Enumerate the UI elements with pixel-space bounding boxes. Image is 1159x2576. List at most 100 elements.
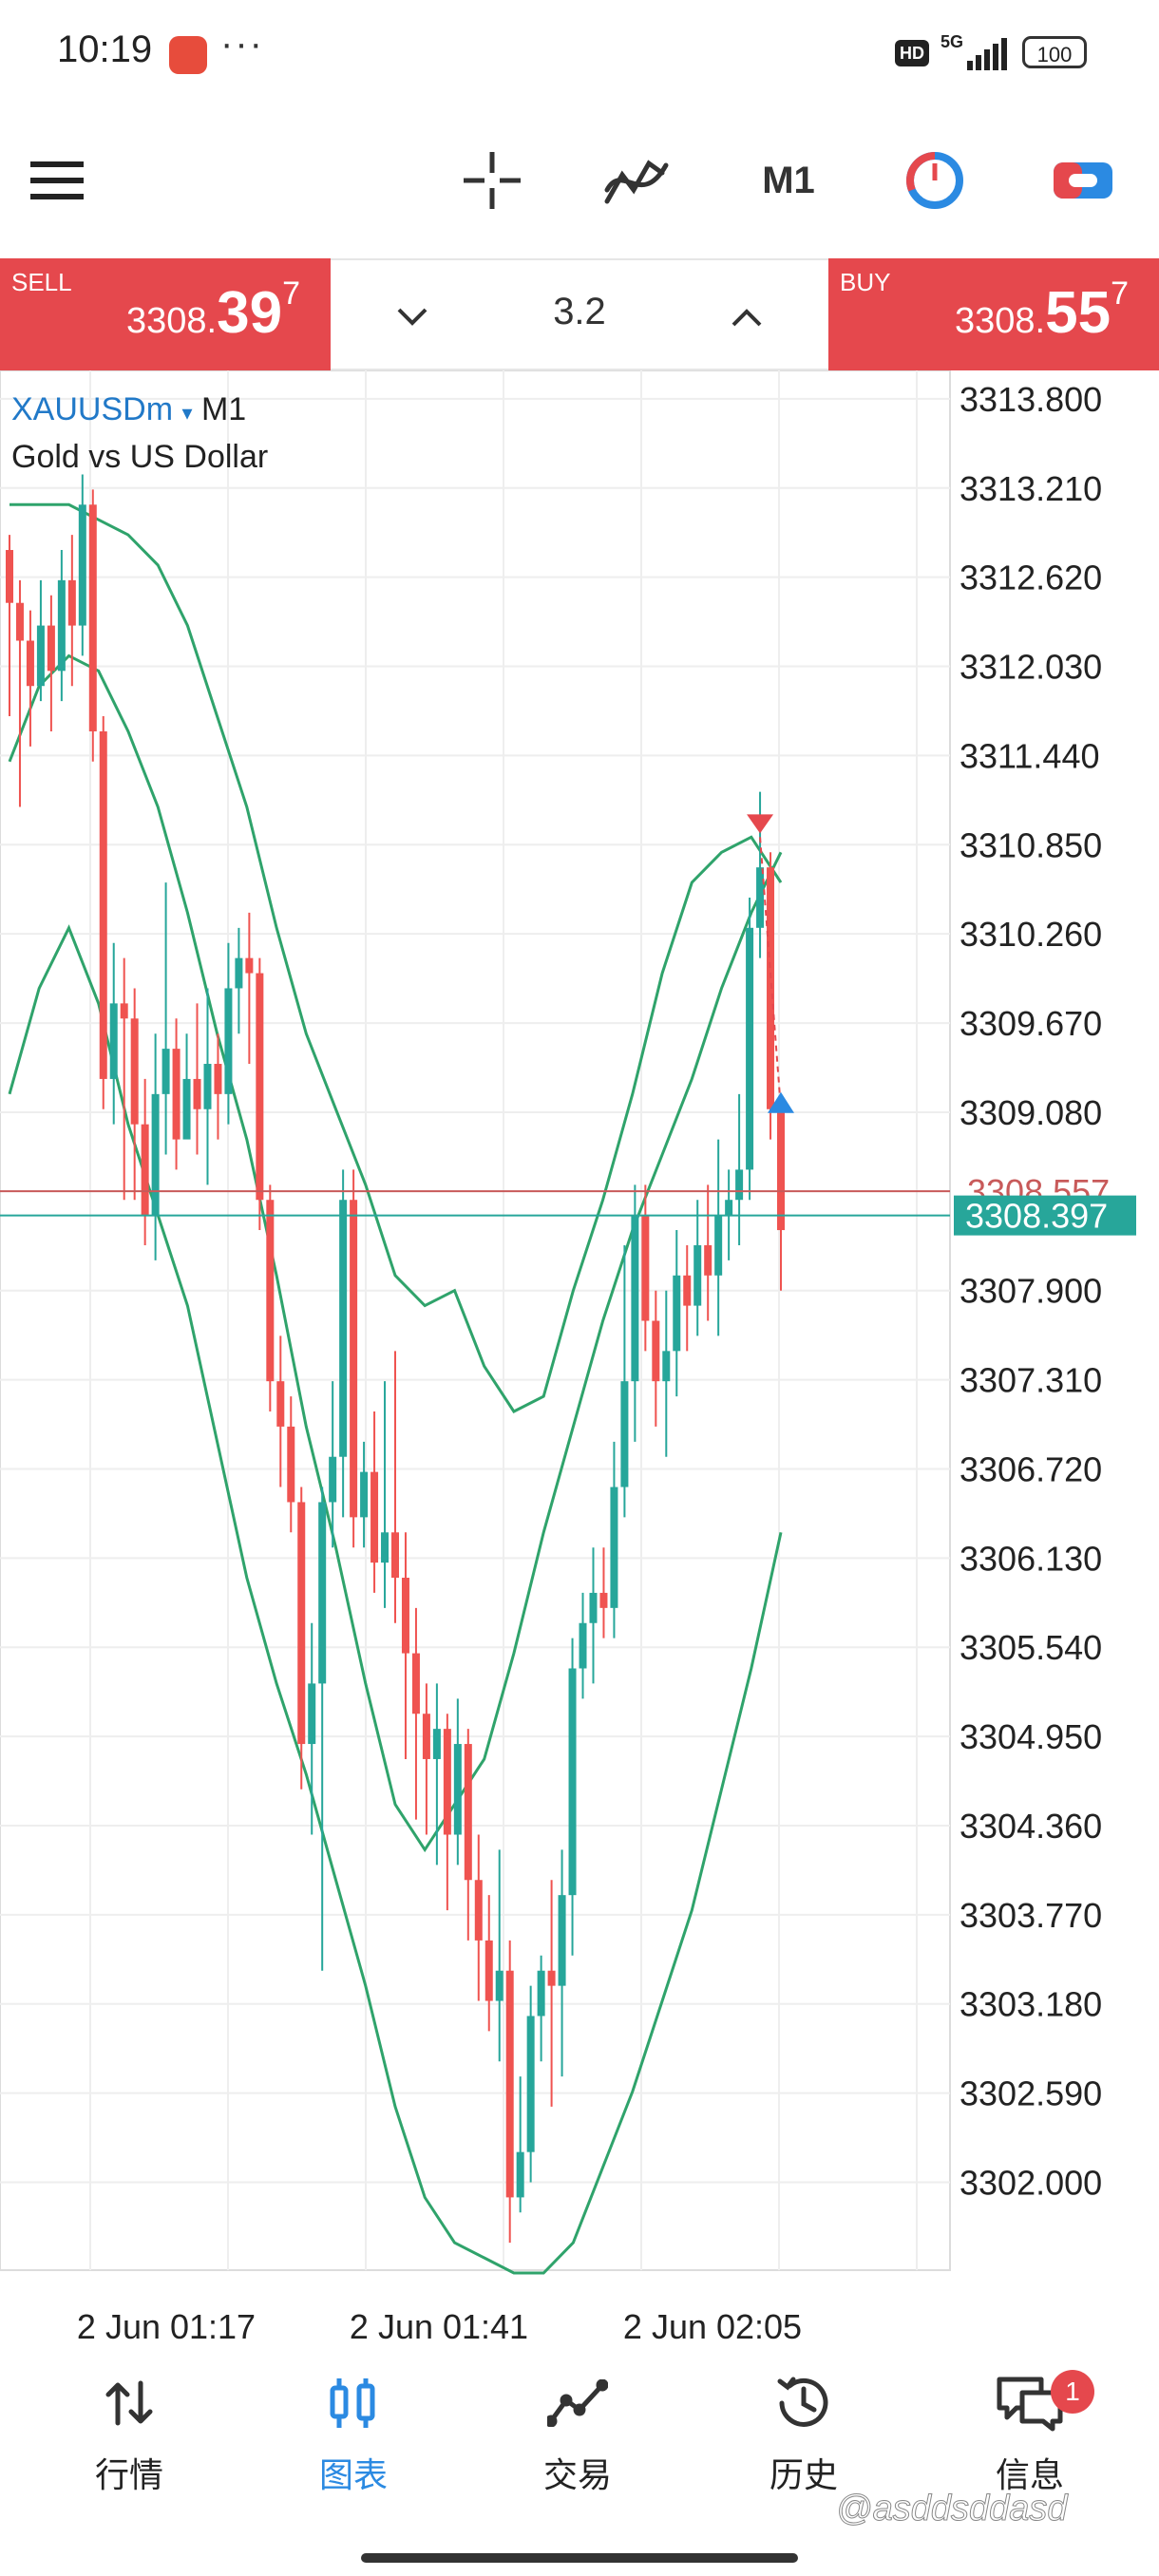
candle-body bbox=[88, 504, 97, 731]
indicators-icon[interactable] bbox=[598, 142, 674, 218]
pie-clock-icon[interactable] bbox=[897, 142, 973, 218]
candle-body bbox=[631, 1215, 639, 1382]
candle-body bbox=[777, 1108, 785, 1231]
candlestick-chart[interactable]: 3313.800 3313.210 3312.620 3312.030 3311.440… bbox=[0, 370, 1159, 2356]
candle-body bbox=[67, 579, 76, 626]
candle-body bbox=[474, 1880, 483, 1941]
candle-body bbox=[767, 867, 775, 1109]
y-axis-label: 3311.440 bbox=[960, 736, 1099, 775]
sell-button[interactable]: SELL 3308.397 bbox=[0, 258, 331, 370]
trade-connection-line bbox=[759, 837, 782, 1109]
candle-body bbox=[673, 1275, 681, 1352]
y-axis-label: 3304.950 bbox=[960, 1717, 1102, 1756]
candle-body bbox=[432, 1729, 441, 1759]
nav-chart[interactable]: 图表 bbox=[258, 2360, 448, 2512]
candle-body bbox=[370, 1471, 379, 1563]
bid-price-tag-label: 3308.397 bbox=[965, 1197, 1108, 1236]
symbol-header[interactable]: XAUUSDm ▾ M1 bbox=[11, 391, 246, 428]
buy-trade-arrow-icon bbox=[768, 1091, 794, 1113]
battery-icon: 100 bbox=[1022, 36, 1087, 68]
timeframe-button[interactable]: M1 bbox=[741, 142, 836, 218]
crosshair-icon[interactable] bbox=[454, 142, 530, 218]
candle-body bbox=[120, 1003, 128, 1019]
y-axis-label: 3304.360 bbox=[960, 1807, 1102, 1846]
candle-body bbox=[172, 1049, 180, 1140]
candle-body bbox=[516, 2151, 524, 2198]
lot-size-value[interactable]: 3.2 bbox=[553, 291, 606, 332]
candle-body bbox=[287, 1426, 295, 1503]
symbol-timeframe: M1 bbox=[200, 391, 247, 427]
nav-quotes-label: 行情 bbox=[94, 2455, 163, 2494]
hd-icon: HD bbox=[895, 40, 929, 66]
bollinger-middle-band bbox=[8, 653, 783, 1853]
quotes-arrows-icon bbox=[105, 2380, 153, 2426]
candle-body bbox=[505, 1970, 514, 2198]
candle-body bbox=[15, 602, 24, 641]
nav-history[interactable]: 历史 bbox=[709, 2360, 899, 2512]
lot-decrease-button[interactable] bbox=[384, 289, 441, 346]
nav-trade-label: 交易 bbox=[542, 2455, 612, 2494]
candle-body bbox=[78, 504, 86, 626]
bid-price-tag bbox=[954, 1195, 1136, 1236]
candle-body bbox=[756, 867, 765, 928]
candle-body bbox=[57, 579, 66, 672]
y-axis-label: 3313.800 bbox=[960, 380, 1102, 419]
candle-body bbox=[266, 1200, 275, 1382]
price-chart[interactable]: 3313.800 3313.210 3312.620 3312.030 3311.440… bbox=[0, 370, 1159, 2346]
history-clock-icon bbox=[777, 2377, 828, 2427]
nav-trade[interactable]: 交易 bbox=[483, 2360, 673, 2512]
nav-messages[interactable]: 信息 bbox=[935, 2360, 1125, 2512]
candle-body bbox=[99, 730, 107, 1079]
hamburger-menu-icon[interactable] bbox=[19, 142, 95, 218]
watermark-text: @asddsddasd bbox=[836, 2489, 1069, 2529]
y-axis-label: 3312.030 bbox=[960, 648, 1102, 687]
candle-body bbox=[26, 640, 34, 687]
network-type: 5G bbox=[940, 32, 964, 51]
y-axis-label: 3306.720 bbox=[960, 1449, 1102, 1488]
trade-switch-icon[interactable] bbox=[1045, 142, 1121, 218]
y-axis-label: 3306.130 bbox=[960, 1539, 1102, 1578]
lot-increase-button[interactable] bbox=[718, 289, 775, 346]
status-bar: 10:19 ··· HD 5G 100 bbox=[0, 0, 1159, 104]
chevron-up-icon bbox=[732, 309, 762, 327]
candle-body bbox=[224, 988, 233, 1094]
nav-quotes[interactable]: 行情 bbox=[34, 2360, 224, 2512]
one-click-trading-bar: SELL 3308.397 3.2 BUY 3308.557 bbox=[0, 258, 1159, 370]
chart-candles-icon bbox=[330, 2378, 375, 2428]
candle-body bbox=[276, 1381, 285, 1427]
nav-history-label: 历史 bbox=[769, 2455, 838, 2494]
candle-body bbox=[141, 1124, 149, 1216]
more-notifications-icon: ··· bbox=[220, 23, 264, 65]
candle-body bbox=[36, 625, 45, 687]
buy-button[interactable]: BUY 3308.557 bbox=[828, 258, 1159, 370]
candle-body bbox=[714, 1215, 723, 1276]
candle-body bbox=[339, 1200, 348, 1457]
sell-label: SELL bbox=[11, 268, 72, 296]
nav-messages-label: 信息 bbox=[995, 2455, 1064, 2494]
candle-body bbox=[683, 1275, 692, 1306]
y-axis-label: 3303.770 bbox=[960, 1896, 1102, 1935]
app-notification-icon bbox=[169, 36, 207, 74]
y-axis-label: 3309.080 bbox=[960, 1093, 1102, 1132]
candle-body bbox=[130, 1018, 139, 1125]
candle-body bbox=[694, 1244, 702, 1306]
candle-body bbox=[360, 1471, 369, 1518]
candle-body bbox=[610, 1487, 618, 1608]
y-axis-label: 3310.260 bbox=[960, 915, 1102, 954]
y-axis-label: 3307.900 bbox=[960, 1272, 1102, 1311]
chevron-down-icon bbox=[397, 308, 428, 326]
candle-body bbox=[401, 1578, 409, 1654]
candle-body bbox=[318, 1502, 327, 1684]
candle-body bbox=[151, 1093, 160, 1216]
candle-body bbox=[453, 1744, 462, 1835]
candle-body bbox=[411, 1653, 420, 1714]
y-axis-label: 3302.000 bbox=[960, 2163, 1102, 2202]
plot-area bbox=[0, 370, 951, 2271]
candle-body bbox=[589, 1592, 598, 1623]
candle-body bbox=[308, 1683, 316, 1745]
chart-toolbar: M1 bbox=[0, 104, 1159, 256]
buy-price: 3308.557 bbox=[955, 275, 1129, 346]
home-indicator[interactable] bbox=[361, 2553, 798, 2563]
sell-price: 3308.397 bbox=[126, 275, 300, 346]
candle-body bbox=[537, 1970, 545, 2017]
